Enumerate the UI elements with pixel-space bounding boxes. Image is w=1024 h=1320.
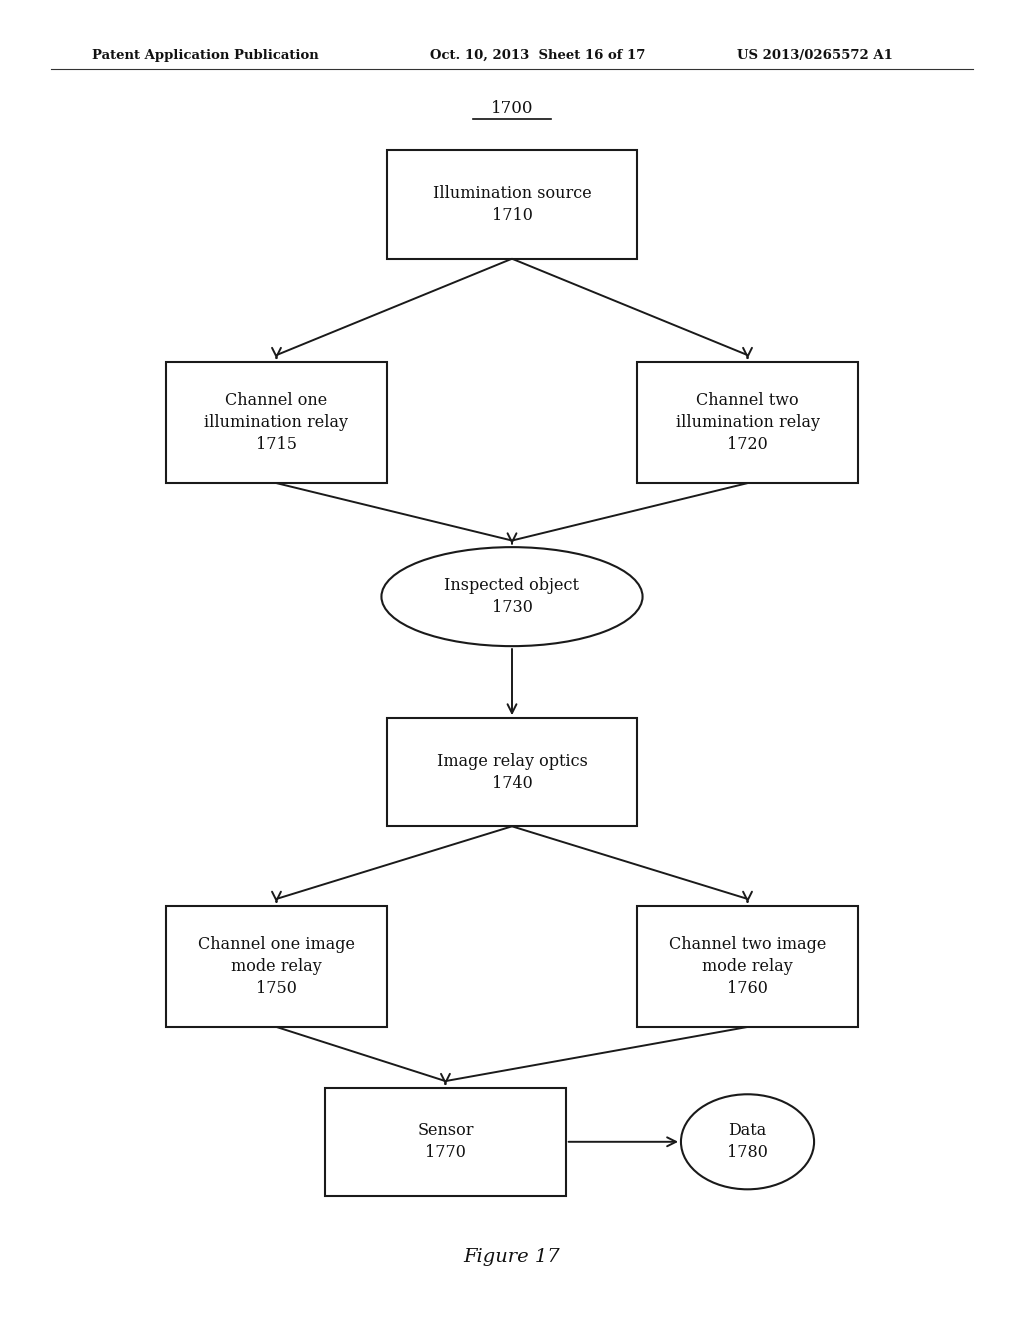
Text: Oct. 10, 2013  Sheet 16 of 17: Oct. 10, 2013 Sheet 16 of 17 <box>430 49 645 62</box>
Bar <box>637 906 857 1027</box>
Text: Channel one image
mode relay
1750: Channel one image mode relay 1750 <box>198 936 355 997</box>
Text: Patent Application Publication: Patent Application Publication <box>92 49 318 62</box>
Text: Inspected object
1730: Inspected object 1730 <box>444 577 580 616</box>
Text: Sensor
1770: Sensor 1770 <box>417 1122 474 1162</box>
Text: Data
1780: Data 1780 <box>727 1122 768 1162</box>
Bar <box>167 362 387 483</box>
Text: Figure 17: Figure 17 <box>464 1247 560 1266</box>
Bar <box>167 906 387 1027</box>
Text: US 2013/0265572 A1: US 2013/0265572 A1 <box>737 49 893 62</box>
Text: Channel two
illumination relay
1720: Channel two illumination relay 1720 <box>676 392 819 453</box>
Text: Image relay optics
1740: Image relay optics 1740 <box>436 752 588 792</box>
Bar <box>387 150 637 259</box>
Bar <box>387 718 637 826</box>
Bar <box>326 1088 565 1196</box>
Text: 1700: 1700 <box>490 100 534 116</box>
Ellipse shape <box>381 546 643 645</box>
Ellipse shape <box>681 1094 814 1189</box>
Text: Channel two image
mode relay
1760: Channel two image mode relay 1760 <box>669 936 826 997</box>
Bar <box>637 362 857 483</box>
Text: Illumination source
1710: Illumination source 1710 <box>432 185 592 224</box>
Text: Channel one
illumination relay
1715: Channel one illumination relay 1715 <box>205 392 348 453</box>
